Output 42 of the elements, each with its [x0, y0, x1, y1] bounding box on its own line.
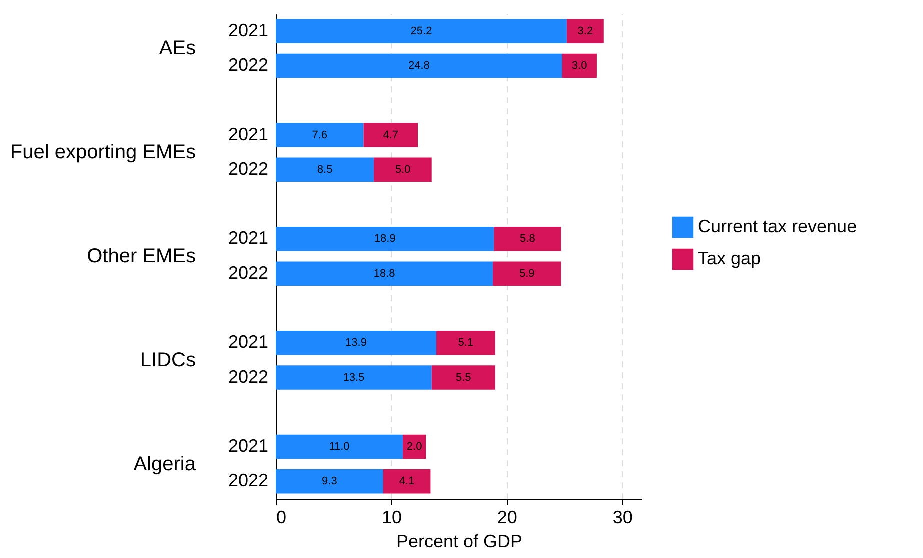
legend-label: Current tax revenue	[698, 216, 858, 236]
x-axis-title: Percent of GDP	[396, 532, 523, 552]
x-tick-label: 20	[497, 508, 518, 528]
data-label: 13.5	[343, 372, 365, 384]
text: AEs	[159, 38, 196, 60]
data-label: 25.2	[410, 25, 432, 38]
text: LIDCs	[140, 349, 196, 372]
y-tick-label: 2022	[228, 54, 268, 75]
data-label: 5.0	[395, 164, 411, 176]
data-label: 5.8	[520, 233, 536, 246]
y-tick-label: 2021	[228, 124, 268, 144]
y-tick-label: 2021	[228, 436, 268, 456]
y-tick-label: 2021	[228, 228, 268, 248]
data-label: 2.0	[406, 441, 422, 454]
text: Other EMEs	[87, 246, 196, 268]
text: Algeria	[134, 453, 197, 476]
data-label: 7.6	[312, 129, 328, 142]
data-label: 3.2	[578, 25, 594, 38]
data-label: 18.8	[374, 268, 396, 280]
y-tick-label: 2022	[228, 262, 268, 283]
legend-label: Tax gap	[698, 248, 762, 268]
x-tick-label: 10	[382, 508, 402, 528]
y-tick-label: 2022	[228, 158, 268, 179]
data-label: 11.0	[329, 441, 350, 454]
y-tick-label: 2021	[228, 332, 268, 352]
y-tick-label: 2022	[228, 366, 268, 387]
y-tick-label: 2022	[228, 470, 268, 491]
data-label: 8.5	[317, 164, 333, 176]
data-label: 9.3	[322, 476, 338, 488]
data-label: 13.9	[346, 337, 367, 350]
data-label: 4.1	[399, 476, 415, 488]
data-label: 5.9	[519, 268, 535, 280]
data-label: 5.1	[458, 337, 474, 350]
y-tick-label: 2021	[228, 20, 268, 40]
data-label: 24.8	[408, 60, 430, 72]
data-label: 18.9	[374, 233, 396, 246]
text: Fuel exporting EMEs	[10, 142, 196, 164]
data-label: 5.5	[456, 372, 472, 384]
data-label: 4.7	[383, 129, 399, 142]
data-label: 3.0	[572, 60, 588, 72]
x-tick-label: 0	[276, 508, 287, 528]
x-tick-label: 30	[612, 508, 633, 528]
